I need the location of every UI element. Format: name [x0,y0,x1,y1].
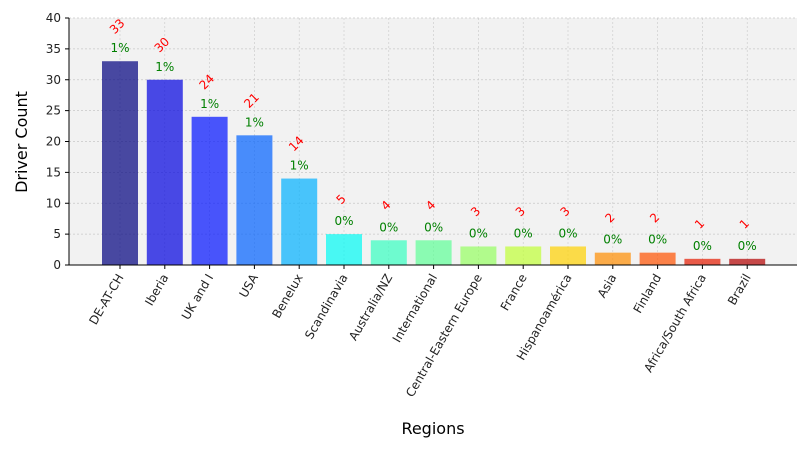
bar [102,61,138,265]
x-tick-label: Finland [631,272,665,316]
percent-label: 1% [155,60,174,74]
bar [281,178,318,265]
x-tick-label: UK and I [179,272,216,323]
bar [639,252,676,265]
x-tick-label: USA [236,271,261,300]
x-tick-label: Iberia [142,272,171,309]
percent-label: 1% [200,97,219,111]
x-tick-label: Brazil [725,272,754,308]
y-tick-label: 10 [46,196,61,210]
y-tick-label: 20 [46,135,61,149]
percent-label: 0% [738,239,757,253]
bar [550,246,586,265]
bar [370,240,407,265]
y-tick-label: 15 [46,165,61,179]
x-tick-label: Australia/NZ [346,272,395,343]
y-tick-label: 35 [46,42,61,56]
x-tick-label: Asia [595,272,620,301]
bar [236,135,273,265]
percent-label: 1% [290,159,309,173]
percent-label: 0% [648,233,667,247]
y-tick-label: 25 [46,104,61,118]
percent-label: 0% [558,226,577,240]
bar [594,252,631,265]
bar [326,234,362,265]
y-tick-label: 0 [53,258,61,272]
percent-label: 0% [693,239,712,253]
x-tick-label: Scandinavia [302,272,351,342]
x-tick-label: DE-AT-CH [86,272,126,328]
percent-label: 0% [424,220,443,234]
percent-label: 1% [110,41,129,55]
bar [729,258,766,265]
bar [460,246,497,265]
y-tick-label: 5 [53,227,61,241]
percent-label: 0% [379,220,398,234]
bar [415,240,452,265]
y-axis-ticks: 0 5 10 15 20 25 30 35 40 [46,11,69,272]
percent-label: 1% [245,115,264,129]
percent-label: 0% [334,214,353,228]
percent-label: 0% [469,226,488,240]
x-tick-label: France [498,272,530,314]
y-tick-label: 30 [46,73,61,87]
x-axis-ticks: DE-AT-CH Iberia UK and I USA BeneluxScandina… [86,265,754,400]
percent-label: 0% [514,226,533,240]
bars [102,61,766,265]
bar [505,246,542,265]
percent-label: 0% [603,233,622,247]
x-tick-label: Central-Eastern Europe [403,272,485,400]
y-axis-title: Driver Count [12,91,31,193]
bar [191,116,228,265]
bar [684,258,721,265]
x-tick-label: Benelux [269,272,305,321]
x-tick-label: International [390,271,440,344]
y-tick-label: 40 [46,11,61,25]
x-axis-title: Regions [401,419,464,438]
bar [146,79,183,265]
